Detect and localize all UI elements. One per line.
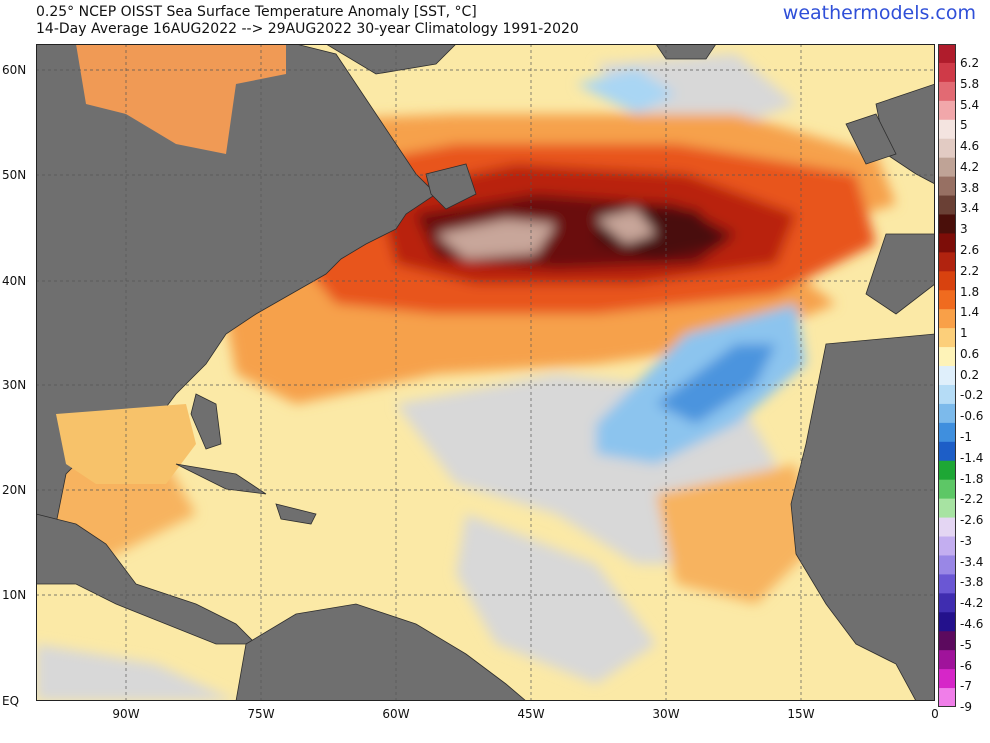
colorbar-swatch <box>938 498 956 519</box>
colorbar-label: 1.4 <box>960 305 980 320</box>
colorbar-border <box>938 44 956 707</box>
colorbar-label: -7 <box>960 679 972 694</box>
map-title-line1: 0.25° NCEP OISST Sea Surface Temperature… <box>36 4 477 20</box>
colorbar-swatch <box>938 669 956 689</box>
lon-label-0: 0 <box>931 707 939 721</box>
colorbar-label: -6 <box>960 658 972 673</box>
colorbar-label: 5.8 <box>960 76 980 91</box>
lon-label-90w: 90W <box>112 707 140 721</box>
colorbar-swatch <box>938 195 956 216</box>
colorbar-label: 5 <box>960 118 968 133</box>
brand-logo: weathermodels.com <box>782 2 976 24</box>
colorbar-swatch <box>938 555 956 575</box>
colorbar-label: 2.2 <box>960 263 980 278</box>
colorbar-label: 6.2 <box>960 56 980 70</box>
colorbar-swatch <box>938 650 956 670</box>
lat-label-20n: 20N <box>2 483 27 497</box>
colorbar-label: -0.6 <box>960 409 984 424</box>
colorbar-swatch <box>938 271 956 291</box>
lat-label-30n: 30N <box>2 378 27 392</box>
colorbar-swatch <box>938 384 956 405</box>
colorbar <box>938 44 956 707</box>
colorbar-swatch <box>938 138 956 159</box>
colorbar-label: -0.2 <box>960 388 984 403</box>
colorbar-swatch <box>938 62 956 83</box>
colorbar-label: -3.8 <box>960 575 984 590</box>
colorbar-label: 4.6 <box>960 139 980 154</box>
colorbar-label: -3 <box>960 533 972 548</box>
colorbar-swatch <box>938 81 956 102</box>
colorbar-swatch <box>938 422 956 443</box>
colorbar-swatch <box>938 441 956 462</box>
colorbar-swatch <box>938 631 956 651</box>
colorbar-swatch <box>938 460 956 481</box>
colorbar-swatch <box>938 309 956 329</box>
colorbar-swatch <box>938 688 956 707</box>
lon-label-60w: 60W <box>382 707 410 721</box>
colorbar-swatch <box>938 252 956 272</box>
colorbar-swatch <box>938 593 956 613</box>
lat-label-60n: 60N <box>2 63 27 77</box>
colorbar-label: -1.4 <box>960 450 984 465</box>
colorbar-swatch <box>938 347 956 367</box>
colorbar-label: -5 <box>960 637 972 652</box>
colorbar-label: 1 <box>960 326 968 341</box>
colorbar-label: -1.8 <box>960 471 984 486</box>
lat-label-40n: 40N <box>2 274 27 288</box>
lon-label-75w: 75W <box>247 707 275 721</box>
colorbar-label: 3.4 <box>960 201 980 216</box>
colorbar-label: 3 <box>960 222 968 237</box>
lon-label-15w: 15W <box>787 707 815 721</box>
lat-label-eq: EQ <box>2 694 20 708</box>
colorbar-label: -2.6 <box>960 513 984 527</box>
colorbar-label: -9 <box>960 700 972 714</box>
colorbar-label: 1.8 <box>960 284 980 299</box>
lon-label-45w: 45W <box>517 707 545 721</box>
colorbar-swatch <box>938 403 956 424</box>
colorbar-label: -3.4 <box>960 554 984 569</box>
colorbar-label: -1 <box>960 429 972 444</box>
colorbar-label: 0.2 <box>960 367 980 382</box>
map-title-line2: 14-Day Average 16AUG2022 --> 29AUG2022 3… <box>36 21 579 37</box>
colorbar-swatch <box>938 574 956 594</box>
colorbar-swatch <box>938 157 956 178</box>
colorbar-swatch <box>938 44 956 64</box>
colorbar-swatch <box>938 517 956 538</box>
colorbar-swatch <box>938 233 956 253</box>
colorbar-label: -2.2 <box>960 492 984 507</box>
colorbar-swatch <box>938 612 956 632</box>
lon-label-30w: 30W <box>652 707 680 721</box>
colorbar-swatch <box>938 214 956 235</box>
colorbar-swatch <box>938 290 956 310</box>
colorbar-swatch <box>938 536 956 557</box>
colorbar-swatch <box>938 328 956 348</box>
colorbar-swatch <box>938 119 956 140</box>
colorbar-label: 3.8 <box>960 180 980 195</box>
lat-label-10n: 10N <box>2 588 27 602</box>
colorbar-label: 2.6 <box>960 243 980 257</box>
colorbar-label: 5.4 <box>960 97 980 112</box>
colorbar-label: -4.6 <box>960 616 984 631</box>
lat-label-50n: 50N <box>2 168 27 182</box>
colorbar-label: -4.2 <box>960 596 984 611</box>
graticule <box>36 44 935 701</box>
colorbar-swatch <box>938 176 956 197</box>
colorbar-swatch <box>938 479 956 500</box>
colorbar-swatch <box>938 100 956 121</box>
colorbar-swatch <box>938 366 956 386</box>
sst-anomaly-map <box>36 44 935 701</box>
colorbar-label: 4.2 <box>960 159 980 174</box>
colorbar-label: 0.6 <box>960 346 980 361</box>
